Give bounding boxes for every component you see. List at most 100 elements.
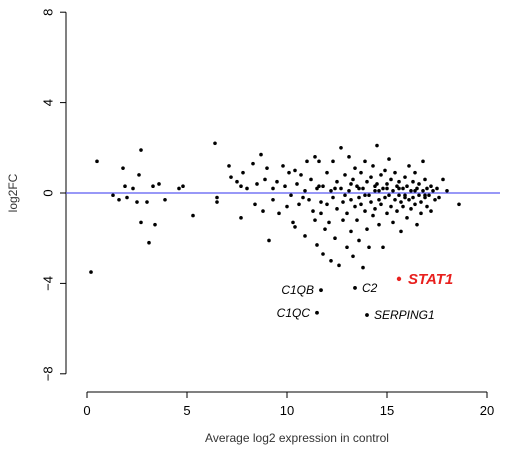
data-point <box>385 211 389 216</box>
data-point <box>393 170 397 175</box>
data-point <box>367 245 371 250</box>
data-point <box>423 177 427 182</box>
data-point <box>215 200 219 204</box>
data-point <box>321 184 325 189</box>
data-point <box>379 173 383 177</box>
data-point <box>357 238 361 243</box>
data-point <box>271 186 275 191</box>
data-point <box>417 193 421 198</box>
data-point <box>163 197 167 202</box>
data-point <box>375 143 379 148</box>
data-point <box>339 146 343 150</box>
data-point <box>229 175 233 179</box>
data-point <box>383 168 387 173</box>
data-point <box>383 195 387 200</box>
data-point <box>345 211 349 216</box>
data-point <box>389 177 393 182</box>
data-point <box>407 164 411 168</box>
data-point <box>349 197 353 202</box>
data-point <box>357 186 361 191</box>
data-point <box>409 207 413 211</box>
x-tick-label: 5 <box>183 403 190 418</box>
x-axis-ticks: 0 5 10 15 20 <box>83 392 494 418</box>
data-point <box>315 243 319 247</box>
data-point <box>177 186 181 191</box>
data-point <box>303 234 307 238</box>
data-point <box>393 197 397 202</box>
data-point <box>139 148 143 152</box>
y-tick-label: −8 <box>40 366 55 381</box>
data-point <box>425 204 429 209</box>
data-point <box>433 197 437 202</box>
y-tick-label: 4 <box>40 99 55 106</box>
data-point <box>411 179 415 184</box>
data-point <box>227 164 231 168</box>
data-point <box>417 182 421 186</box>
data-point <box>151 184 155 189</box>
data-point <box>423 193 427 198</box>
gene-label: C2 <box>362 281 378 295</box>
data-point <box>373 184 377 189</box>
data-point <box>135 200 139 204</box>
data-point <box>325 202 329 207</box>
data-point <box>345 245 349 250</box>
labeled-point <box>353 286 357 290</box>
data-point <box>139 220 143 225</box>
data-point <box>311 209 315 213</box>
x-tick-label: 10 <box>280 403 294 418</box>
data-point <box>319 200 323 204</box>
data-point <box>307 197 311 202</box>
data-point <box>377 222 381 227</box>
data-point <box>333 186 337 191</box>
data-points <box>89 141 461 274</box>
data-point <box>289 193 293 198</box>
data-point <box>241 170 245 175</box>
data-point <box>365 227 369 231</box>
data-point <box>267 238 271 243</box>
data-point <box>253 202 257 207</box>
data-point <box>363 159 367 164</box>
data-point <box>421 188 425 193</box>
x-tick-label: 15 <box>380 403 394 418</box>
data-point <box>407 197 411 202</box>
data-point <box>445 188 449 193</box>
data-point <box>117 197 121 202</box>
data-point <box>373 207 377 211</box>
data-point <box>369 200 373 204</box>
data-point <box>121 166 125 170</box>
data-point <box>429 209 433 213</box>
data-point <box>349 182 353 186</box>
data-point <box>323 227 327 231</box>
highlighted-point <box>396 276 402 282</box>
data-point <box>285 204 289 209</box>
data-point <box>421 159 425 164</box>
data-point <box>337 263 341 268</box>
labeled-point <box>319 288 323 293</box>
gene-label: SERPING1 <box>374 308 435 322</box>
data-point <box>401 186 405 191</box>
data-point <box>347 155 351 159</box>
data-point <box>341 218 345 222</box>
data-point <box>355 218 359 222</box>
x-axis-title: Average log2 expression in control <box>205 431 389 445</box>
data-point <box>341 200 345 204</box>
data-point <box>389 204 393 209</box>
data-point <box>381 186 385 191</box>
x-tick-label: 0 <box>83 403 90 418</box>
data-point <box>397 193 401 198</box>
data-point <box>123 184 127 189</box>
data-point <box>431 188 435 193</box>
data-point <box>387 193 391 198</box>
data-point <box>391 220 395 225</box>
data-point <box>275 179 279 184</box>
data-point <box>191 213 195 218</box>
plot-region: 0 5 10 15 20 −8 −4 0 4 8 C1QB C2 C1QC SERPING1 STAT1 <box>40 9 500 418</box>
data-point <box>373 188 377 193</box>
data-point <box>351 177 355 182</box>
data-point <box>347 188 351 193</box>
data-point <box>419 211 423 216</box>
data-point <box>339 186 343 191</box>
data-point <box>333 236 337 240</box>
data-point <box>349 229 353 234</box>
